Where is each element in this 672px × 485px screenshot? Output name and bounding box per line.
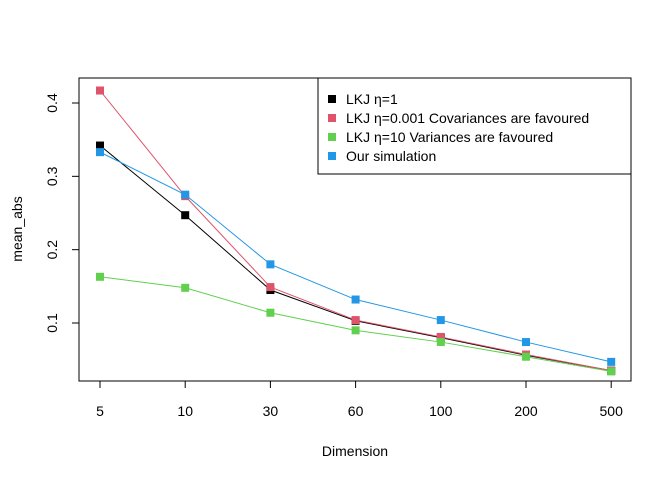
data-point <box>96 272 104 281</box>
legend-swatch <box>328 114 336 122</box>
data-point <box>351 295 360 304</box>
x-tick-label: 10 <box>177 403 193 419</box>
x-axis-label: Dimension <box>322 443 388 459</box>
legend-entry: Our simulation <box>346 148 436 164</box>
data-point <box>266 283 275 292</box>
x-tick-label: 60 <box>348 403 364 419</box>
legend-entry: LKJ η=1 <box>346 91 398 107</box>
data-point <box>96 141 104 150</box>
legend-swatch <box>328 152 336 160</box>
series-line <box>99 145 612 372</box>
data-point <box>266 308 275 317</box>
legend: LKJ η=1 LKJ η=0.001 Covariances are favou… <box>317 77 632 175</box>
legend-entry: LKJ η=10 Variances are favoured <box>346 129 553 145</box>
x-tick-label: 5 <box>96 403 104 419</box>
data-point <box>181 211 190 220</box>
x-tick-label: 100 <box>429 403 453 419</box>
x-tick-label: 30 <box>263 403 279 419</box>
y-tick-label: 0.1 <box>44 313 60 333</box>
legend-entry: LKJ η=0.001 Covariances are favoured <box>346 110 589 126</box>
data-point <box>436 332 445 341</box>
legend-swatch <box>328 133 336 141</box>
series-layer <box>96 86 616 376</box>
series <box>96 141 616 375</box>
data-point <box>436 338 445 347</box>
y-tick-label: 0.4 <box>44 93 60 113</box>
x-tick-label: 500 <box>600 403 624 419</box>
data-point <box>96 86 104 95</box>
x-tick-label: 200 <box>514 403 538 419</box>
data-point <box>607 357 616 366</box>
y-axis-label: mean_abs <box>9 196 25 261</box>
data-point <box>607 367 616 376</box>
legend-box <box>317 77 632 175</box>
data-point <box>266 260 275 269</box>
data-point <box>436 316 445 325</box>
y-tick-label: 0.3 <box>44 166 60 186</box>
data-point <box>351 316 360 325</box>
series <box>96 272 616 376</box>
data-point <box>351 326 360 335</box>
data-point <box>522 352 530 361</box>
data-point <box>522 338 530 347</box>
y-tick-label: 0.2 <box>44 240 60 260</box>
data-point <box>96 148 104 157</box>
data-point <box>181 190 190 199</box>
axes: 5 10 30 60 100 200 500 0.1 0.2 0.3 0.4 <box>44 93 623 419</box>
legend-swatch <box>328 95 336 103</box>
data-point <box>181 283 190 292</box>
series <box>96 148 616 366</box>
